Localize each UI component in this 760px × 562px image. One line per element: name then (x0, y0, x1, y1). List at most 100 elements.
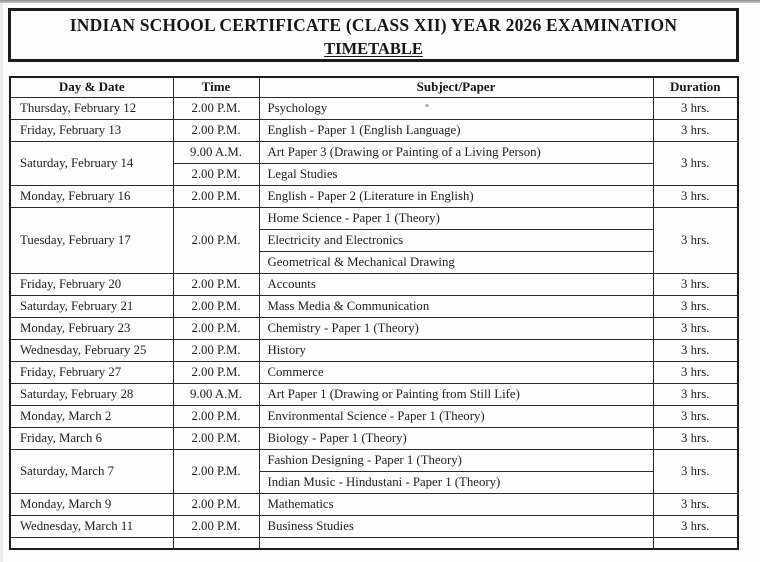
subject-cell: Art Paper 3 (Drawing or Painting of a Li… (258, 140, 654, 164)
day-date-cell: Monday, March 9 (9, 492, 174, 516)
duration-cell: 3 hrs. (652, 338, 739, 362)
subject-cell: Environmental Science - Paper 1 (Theory) (258, 404, 654, 428)
time-cell: 2.00 P.M. (172, 294, 260, 318)
duration-cell: 3 hrs. (652, 426, 739, 450)
duration-cell: 3 hrs. (652, 492, 739, 516)
day-date-cell: Saturday, February 28 (9, 382, 174, 406)
time-cell (172, 536, 260, 549)
table-row: Saturday, February 21 2.00 P.M. Mass Media… (9, 294, 739, 318)
page-subtitle: TIMETABLE (324, 39, 423, 58)
subject-cell: Accounts (258, 272, 654, 296)
table-row: Tuesday, February 17 2.00 P.M. Home Scienc… (9, 206, 739, 274)
table-row: Wednesday, March 11 2.00 P.M. Business Stu… (9, 514, 739, 538)
day-date-cell: Friday, February 27 (9, 360, 174, 384)
table-row: Friday, February 27 2.00 P.M. Commerce 3 hr… (9, 360, 739, 384)
subject-cell: English - Paper 1 (English Language) (258, 118, 654, 142)
time-cell: 2.00 P.M. (172, 206, 260, 274)
partial-row (9, 536, 739, 549)
time-cell: 9.00 A.M. (172, 140, 260, 164)
subject-cell: English - Paper 2 (Literature in English… (258, 184, 654, 208)
table-row: Saturday, February 28 9.00 A.M. Art Paper … (9, 382, 739, 406)
day-date-cell: Wednesday, March 11 (9, 514, 174, 538)
subject-cell (258, 536, 654, 549)
subject-cell: Mathematics (258, 492, 654, 516)
time-cell: 2.00 P.M. (172, 404, 260, 428)
day-date-cell: Tuesday, February 17 (9, 206, 174, 274)
day-date-cell: Saturday, February 21 (9, 294, 174, 318)
table-row: Monday, March 2 2.00 P.M. Environmental Sc… (9, 404, 739, 428)
duration-cell: 3 hrs. (652, 294, 739, 318)
duration-cell: 3 hrs. (652, 360, 739, 384)
time-cell: 2.00 P.M. (172, 360, 260, 384)
title-box: INDIAN SCHOOL CERTIFICATE (CLASS XII) YE… (8, 8, 739, 62)
duration-cell: 3 hrs. (652, 514, 739, 538)
day-date-cell: Monday, March 2 (9, 404, 174, 428)
timetable-table: Day & Date Time Subject/Paper Duration T… (9, 76, 739, 550)
time-cell: 2.00 P.M. (172, 316, 260, 340)
subject-cell: Biology - Paper 1 (Theory) (258, 426, 654, 450)
scan-edge-left (0, 3, 3, 562)
day-date-cell: Friday, February 13 (9, 118, 174, 142)
header-duration: Duration (652, 76, 739, 98)
table-row: Saturday, March 7 2.00 P.M. Fashion Design… (9, 448, 739, 494)
subject-cell: Business Studies (258, 514, 654, 538)
day-date-cell: Thursday, February 12 (9, 96, 174, 120)
duration-cell: 3 hrs. (652, 272, 739, 296)
day-date-cell: Monday, February 16 (9, 184, 174, 208)
time-cell: 2.00 P.M. (172, 118, 260, 142)
subject-cell: Geometrical & Mechanical Drawing (258, 250, 654, 274)
subject-cell: Art Paper 1 (Drawing or Painting from St… (258, 382, 654, 406)
day-date-cell: Saturday, March 7 (9, 448, 174, 494)
day-date-cell: Friday, February 20 (9, 272, 174, 296)
day-date-cell: Monday, February 23 (9, 316, 174, 340)
time-cell: 9.00 A.M. (172, 382, 260, 406)
subject-cell: Legal Studies (258, 162, 654, 186)
subject-cell: Mass Media & Communication (258, 294, 654, 318)
duration-cell: 3 hrs. (652, 404, 739, 428)
table-row: Friday, March 6 2.00 P.M. Biology - Paper … (9, 426, 739, 450)
scan-artifact-dot (425, 104, 429, 107)
subject-cell: Fashion Designing - Paper 1 (Theory) (258, 448, 654, 472)
time-cell: 2.00 P.M. (172, 492, 260, 516)
table-row: Monday, March 9 2.00 P.M. Mathematics 3 hrs… (9, 492, 739, 516)
header-day-date: Day & Date (9, 76, 174, 98)
subject-cell: Home Science - Paper 1 (Theory) (258, 206, 654, 230)
duration-cell: 3 hrs. (652, 316, 739, 340)
subject-cell: Indian Music - Hindustani - Paper 1 (The… (258, 470, 654, 494)
time-cell: 2.00 P.M. (172, 426, 260, 450)
header-subject-paper: Subject/Paper (258, 76, 654, 98)
time-cell: 2.00 P.M. (172, 184, 260, 208)
table-row: Friday, February 13 2.00 P.M. English - Pa… (9, 118, 739, 142)
table-row: Monday, February 23 2.00 P.M. Chemistry - … (9, 316, 739, 340)
duration-cell (652, 536, 739, 549)
duration-cell: 3 hrs. (652, 448, 739, 494)
day-date-cell: Friday, March 6 (9, 426, 174, 450)
table-row: Friday, February 20 2.00 P.M. Accounts 3 hr… (9, 272, 739, 296)
time-cell: 2.00 P.M. (172, 514, 260, 538)
table-row: Indian Music - Hindustani - Paper 1 (The… (10, 470, 738, 494)
table-row: Monday, February 16 2.00 P.M. English - Pa… (9, 184, 739, 208)
time-cell: 2.00 P.M. (172, 338, 260, 362)
subject-cell: Commerce (258, 360, 654, 384)
subject-cell: History (258, 338, 654, 362)
subject-cell: Psychology (258, 96, 654, 120)
subject-cell: Electricity and Electronics (258, 228, 654, 252)
table-row: Saturday, February 14 9.00 A.M. Art Paper … (9, 140, 739, 186)
header-time: Time (172, 76, 260, 98)
subject-cell: Chemistry - Paper 1 (Theory) (258, 316, 654, 340)
day-date-cell: Wednesday, February 25 (9, 338, 174, 362)
duration-cell: 3 hrs. (652, 206, 739, 274)
time-cell: 2.00 P.M. (172, 448, 260, 494)
duration-cell: 3 hrs. (652, 184, 739, 208)
duration-cell: 3 hrs. (652, 382, 739, 406)
time-cell: 2.00 P.M. (172, 272, 260, 296)
day-date-cell: Saturday, February 14 (9, 140, 174, 186)
timetable-body: Thursday, February 12 2.00 P.M. Psychology… (9, 96, 739, 549)
time-cell: 2.00 P.M. (172, 96, 260, 120)
scan-edge-top (0, 0, 760, 3)
duration-cell: 3 hrs. (652, 96, 739, 120)
timetable: Day & Date Time Subject/Paper Duration T… (9, 76, 739, 550)
day-date-cell (9, 536, 174, 549)
table-row: Wednesday, February 25 2.00 P.M. History 3 … (9, 338, 739, 362)
